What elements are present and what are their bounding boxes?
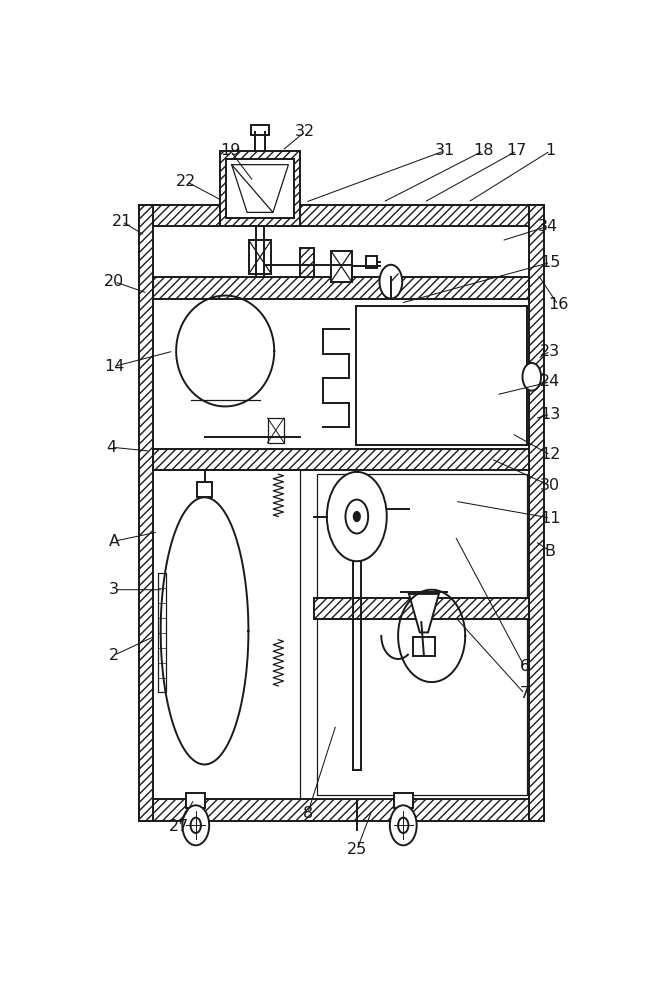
Text: 30: 30 <box>540 478 560 493</box>
Bar <box>197 482 212 497</box>
Circle shape <box>390 805 417 845</box>
Circle shape <box>182 805 209 845</box>
Bar <box>186 793 205 808</box>
Bar <box>331 251 352 282</box>
Circle shape <box>190 818 201 833</box>
Bar <box>248 240 271 274</box>
Text: 23: 23 <box>540 344 560 359</box>
Bar <box>250 125 269 135</box>
Text: 8: 8 <box>302 806 313 820</box>
Bar <box>412 637 436 656</box>
Text: 12: 12 <box>540 447 561 462</box>
Bar <box>153 449 529 470</box>
Bar <box>139 205 543 226</box>
Bar <box>366 256 378 268</box>
Bar <box>153 277 529 299</box>
Circle shape <box>354 512 360 521</box>
Text: 22: 22 <box>176 174 196 189</box>
Circle shape <box>380 265 402 299</box>
Polygon shape <box>232 165 288 212</box>
Text: 1: 1 <box>545 143 555 158</box>
Circle shape <box>327 472 387 561</box>
Text: 31: 31 <box>434 143 455 158</box>
Text: 24: 24 <box>540 374 561 389</box>
Text: 7: 7 <box>519 686 529 701</box>
Bar <box>139 205 153 821</box>
Bar <box>220 151 300 226</box>
Bar <box>300 248 314 277</box>
Text: 34: 34 <box>537 219 558 234</box>
Text: 3: 3 <box>109 582 119 597</box>
Bar <box>356 306 527 445</box>
Bar <box>268 418 284 443</box>
Circle shape <box>398 818 408 833</box>
Bar <box>153 449 529 470</box>
Text: 19: 19 <box>220 143 240 158</box>
Text: 11: 11 <box>540 511 561 526</box>
Bar <box>529 205 543 821</box>
Bar <box>394 793 412 808</box>
Bar <box>139 205 153 821</box>
Bar <box>314 598 529 619</box>
Text: 14: 14 <box>104 359 125 374</box>
Bar <box>529 205 543 821</box>
Text: A: A <box>109 534 120 549</box>
Text: 18: 18 <box>473 143 494 158</box>
Text: 27: 27 <box>168 819 189 834</box>
Bar <box>153 277 529 299</box>
Text: 20: 20 <box>104 274 125 289</box>
Text: 25: 25 <box>347 842 367 857</box>
Polygon shape <box>409 594 439 632</box>
Text: 4: 4 <box>107 440 117 455</box>
Text: 6: 6 <box>519 659 529 674</box>
Circle shape <box>346 500 368 533</box>
Text: 21: 21 <box>112 214 132 229</box>
Text: 2: 2 <box>109 648 119 663</box>
Bar <box>226 159 294 218</box>
Bar <box>158 573 166 692</box>
Bar <box>139 205 543 226</box>
Bar <box>300 248 314 277</box>
Bar <box>314 598 529 619</box>
Text: 17: 17 <box>507 143 527 158</box>
Text: B: B <box>545 544 556 559</box>
Bar <box>317 474 527 795</box>
Text: 15: 15 <box>540 255 561 270</box>
Bar <box>220 151 300 226</box>
Bar <box>139 799 543 821</box>
Text: 16: 16 <box>548 297 568 312</box>
Text: 13: 13 <box>540 407 561 422</box>
Bar <box>139 799 543 821</box>
Text: 32: 32 <box>295 124 315 139</box>
Circle shape <box>523 363 541 391</box>
